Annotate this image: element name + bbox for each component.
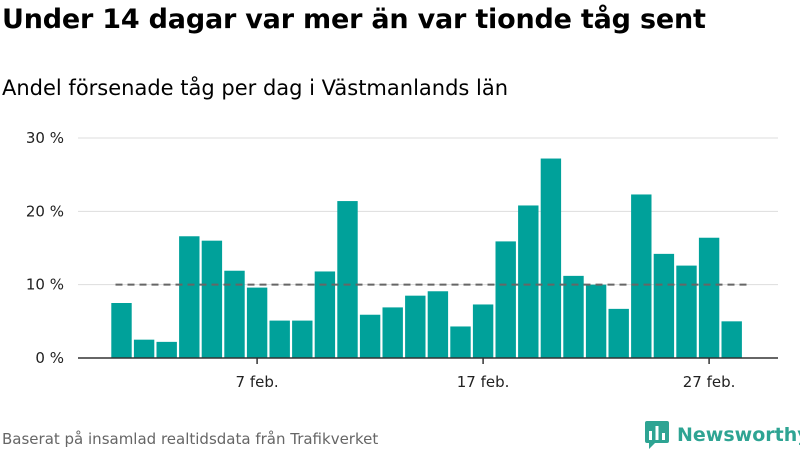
y-tick-label: 0 % (35, 349, 64, 367)
x-tick-label: 17 feb. (457, 373, 510, 391)
brand-logo: Newsworthy (644, 420, 800, 450)
x-tick-label: 27 feb. (683, 373, 736, 391)
axes: 0 % 10 % 20 % 30 % 7 feb. 17 feb. 27 feb. (26, 129, 778, 391)
bar (382, 307, 403, 358)
bar (359, 314, 381, 358)
bar (179, 236, 200, 358)
bar (698, 237, 720, 358)
bar (585, 284, 607, 358)
bar (518, 205, 539, 358)
bar (608, 308, 629, 358)
bar (450, 326, 471, 358)
bar (314, 271, 336, 358)
bar (405, 295, 426, 358)
bar (224, 270, 245, 358)
bar (563, 275, 584, 358)
bar-chart: 0 % 10 % 20 % 30 % 7 feb. 17 feb. 27 feb. (26, 129, 778, 391)
bar-chart-speech-bubble-icon (645, 421, 669, 449)
x-tick-label: 7 feb. (236, 373, 279, 391)
bar (676, 265, 697, 358)
bars (111, 158, 742, 358)
bar (292, 320, 313, 358)
y-tick-label: 30 % (26, 129, 64, 147)
bar (269, 320, 290, 358)
brand-name: Newsworthy (677, 424, 800, 446)
bar (653, 253, 675, 358)
bar (540, 158, 562, 358)
bar (246, 287, 268, 358)
bar (472, 304, 494, 358)
y-tick-label: 10 % (26, 276, 64, 294)
source-note: Baserat på insamlad realtidsdata från Tr… (2, 430, 379, 448)
bar (111, 303, 132, 358)
bar (495, 241, 516, 358)
bar (631, 194, 652, 358)
y-tick-label: 20 % (26, 202, 64, 220)
chart-title: Under 14 dagar var mer än var tionde tåg… (2, 4, 706, 35)
bar (156, 341, 177, 358)
bar (201, 240, 223, 358)
bar (427, 291, 449, 358)
bar (337, 201, 358, 358)
bar (721, 321, 742, 358)
bar (133, 339, 155, 358)
chart-subtitle: Andel försenade tåg per dag i Västmanlan… (2, 76, 509, 100)
